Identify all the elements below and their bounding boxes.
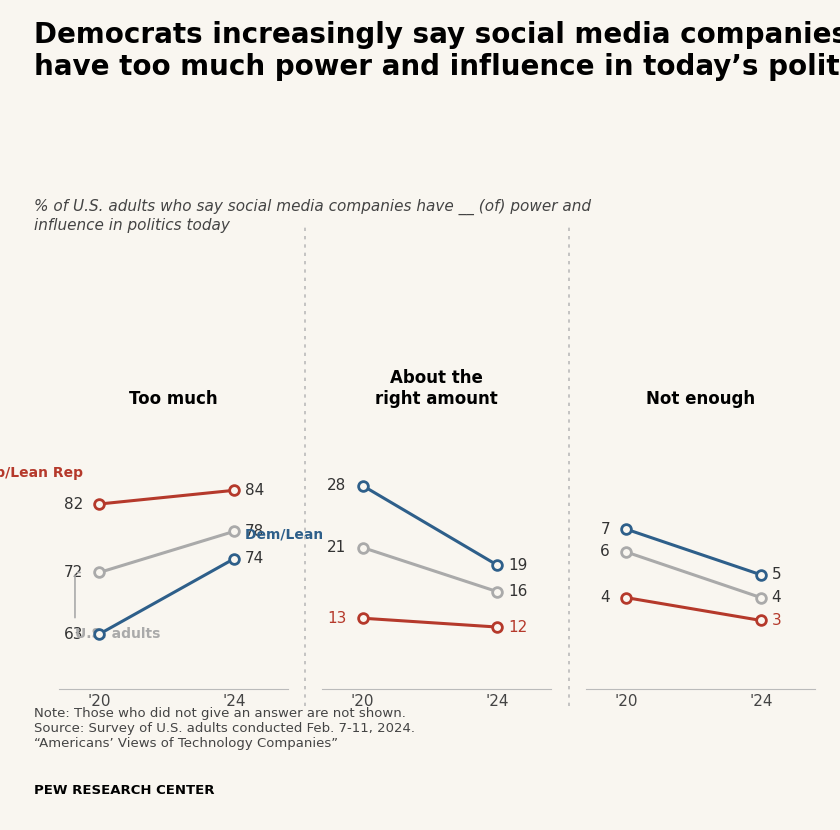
Text: 19: 19 [508,558,528,573]
Text: 16: 16 [508,584,528,599]
Text: 21: 21 [328,540,347,555]
Text: U.S. adults: U.S. adults [75,627,160,641]
Text: 12: 12 [508,619,528,635]
Text: PEW RESEARCH CENTER: PEW RESEARCH CENTER [34,784,214,798]
Text: 74: 74 [244,551,264,566]
Text: 28: 28 [328,478,347,493]
Text: 7: 7 [601,521,610,537]
Title: Not enough: Not enough [646,390,755,408]
Text: 78: 78 [244,524,264,539]
Text: % of U.S. adults who say social media companies have __ (of) power and
influence: % of U.S. adults who say social media co… [34,199,591,232]
Text: Rep/Lean Rep: Rep/Lean Rep [0,466,83,481]
Title: Too much: Too much [129,390,218,408]
Text: 82: 82 [64,496,83,511]
Text: 6: 6 [601,544,610,559]
Title: About the
right amount: About the right amount [375,369,498,408]
Text: 63: 63 [64,627,83,642]
Text: Note: Those who did not give an answer are not shown.
Source: Survey of U.S. adu: Note: Those who did not give an answer a… [34,707,415,750]
Text: 72: 72 [64,565,83,580]
Text: 84: 84 [244,483,264,498]
Text: 4: 4 [772,590,781,605]
Text: 4: 4 [601,590,610,605]
Text: Democrats increasingly say social media companies
have too much power and influe: Democrats increasingly say social media … [34,21,840,81]
Text: 13: 13 [327,611,347,626]
Text: Dem/Lean Dem: Dem/Lean Dem [244,528,363,542]
Text: 5: 5 [772,567,781,583]
Text: 3: 3 [772,613,781,628]
